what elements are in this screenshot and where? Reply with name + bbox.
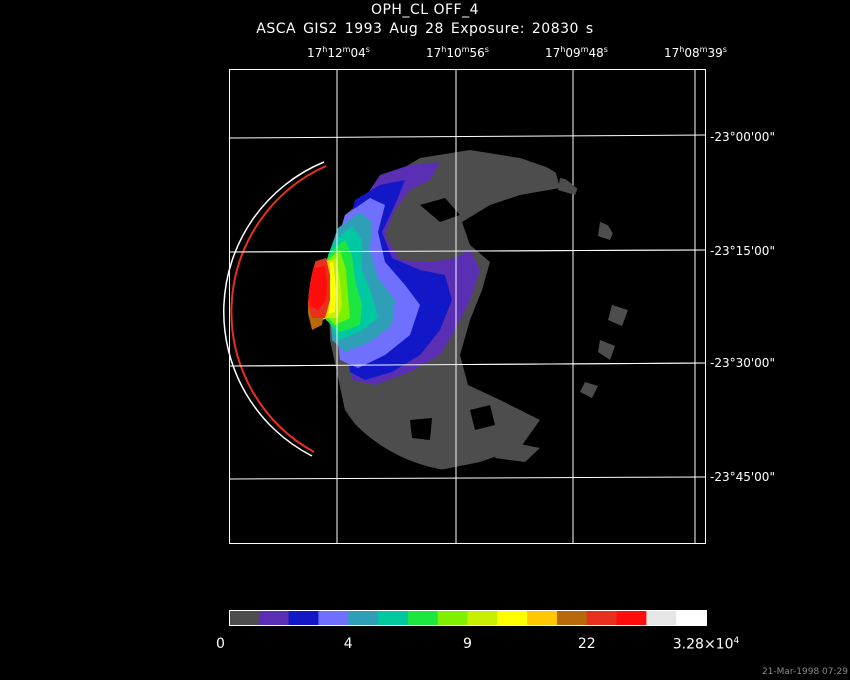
- xray-image: [223, 150, 628, 470]
- colorbar-swatch: [407, 610, 439, 625]
- colorbar: [229, 610, 707, 626]
- colorbar-tick-label: 0: [216, 636, 225, 652]
- colorbar-swatch: [646, 610, 677, 625]
- colorbar-swatch: [527, 610, 558, 625]
- plot-title: OPH_CL OFF_4: [370, 2, 480, 18]
- colorbar-swatch: [378, 610, 409, 625]
- colorbar-swatch: [258, 610, 290, 625]
- colorbar-swatch: [437, 610, 468, 625]
- ra-label-1: 17h12m04s: [307, 45, 370, 60]
- colorbar-swatch: [616, 610, 647, 625]
- timestamp: 21-Mar-1998 07:29: [761, 667, 848, 677]
- dec-label-1: -23°00'00": [710, 130, 775, 144]
- ra-label-2: 17h10m56s: [426, 45, 489, 60]
- colorbar-swatch: [676, 610, 707, 625]
- colorbar-swatch: [348, 610, 379, 625]
- colorbar-swatch: [318, 610, 349, 625]
- colorbar-swatch: [229, 610, 260, 625]
- colorbar-tick-label: 3.28×104: [672, 636, 740, 653]
- colorbar-swatch: [288, 610, 319, 625]
- ra-label-4: 17h08m39s: [664, 45, 727, 60]
- dec-label-2: -23°15'00": [710, 244, 775, 258]
- dec-label-3: -23°30'00": [710, 356, 775, 370]
- plot-subtitle: ASCA GIS2 1993 Aug 28 Exposure: 20830 s: [256, 21, 594, 37]
- colorbar-tick-label: 22: [577, 636, 596, 652]
- dec-label-4: -23°45'00": [710, 470, 775, 484]
- colorbar-swatch: [497, 610, 528, 625]
- colorbar-swatch: [556, 610, 588, 625]
- colorbar-tick-label: 9: [463, 636, 472, 652]
- plot-frame: [229, 69, 706, 544]
- colorbar-swatch: [586, 610, 618, 625]
- colorbar-border: [229, 610, 707, 626]
- colorbar-swatch: [467, 610, 498, 625]
- ra-label-3: 17h09m48s: [545, 45, 608, 60]
- colorbar-tick-label: 4: [343, 636, 353, 652]
